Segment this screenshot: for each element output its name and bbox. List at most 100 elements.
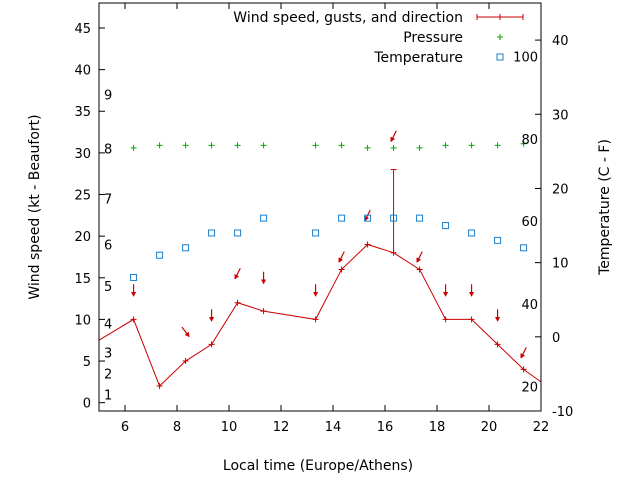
temperature-point [234, 229, 242, 237]
labels-layer: 6 8 10 12 14 16 18 20 22051015202530354045-10010… [74, 22, 573, 435]
x-tick-label: 18 [429, 420, 446, 435]
beaufort-label: 9 [104, 89, 112, 104]
y-tick-label-right: 0 [552, 331, 560, 346]
wind-speed-point [468, 316, 475, 323]
x-tick-label: 12 [273, 420, 290, 435]
y-axis-title-right: Temperature (C - F) [597, 139, 613, 276]
wind-direction-arrow-head [130, 292, 137, 297]
pressure-point [234, 142, 241, 149]
beaufort-label: 2 [104, 368, 112, 383]
pressure-point [182, 142, 189, 149]
pressure-point [494, 142, 501, 149]
x-tick-label: 10 [221, 420, 238, 435]
y-tick-label-right: -10 [552, 405, 573, 420]
wind-speed-point [442, 316, 449, 323]
wind-speed-point [260, 308, 267, 315]
legend-label: Pressure [403, 30, 463, 46]
wind-speed-point [338, 266, 345, 273]
wind-direction-arrow-head [260, 279, 267, 285]
fahrenheit-label: 20 [521, 381, 538, 396]
y-tick-label-left: 10 [74, 313, 91, 328]
fahrenheit-label: 80 [521, 133, 538, 148]
wind-speed-line [98, 243, 542, 387]
x-tick-label: 22 [533, 420, 550, 435]
pressure-point [442, 142, 449, 149]
wind-speed-point [416, 266, 423, 273]
wind-speed-point [208, 341, 215, 348]
y-tick-label-right: 30 [552, 108, 569, 123]
wind-direction-arrow-head [520, 353, 526, 359]
legend-swatch-temperature [496, 53, 504, 61]
y-tick-label-left: 15 [74, 272, 91, 287]
fahrenheit-label: 60 [521, 215, 538, 230]
wind-speed-point [312, 316, 319, 323]
wind-direction-arrow-head [442, 292, 449, 297]
temperature-point [364, 214, 372, 222]
beaufort-label: 3 [104, 347, 112, 362]
pressure-point [208, 142, 215, 149]
beaufort-label: 5 [104, 280, 112, 295]
temperature-point [520, 244, 528, 252]
pressure-point [520, 140, 527, 147]
wind-direction-arrow-head [494, 316, 501, 322]
pressure-point [312, 142, 319, 149]
pressure-point [338, 142, 345, 149]
series-layer [98, 130, 542, 390]
pressure-point [260, 142, 267, 149]
fahrenheit-label: 40 [521, 298, 538, 313]
pressure-point [416, 144, 423, 151]
pressure-point [390, 144, 397, 151]
wind-direction-arrow-head [234, 274, 240, 280]
y-tick-label-right: 20 [552, 182, 569, 197]
temperature-point [494, 236, 502, 244]
temperature-point [182, 244, 190, 252]
axes-ticks [99, 3, 542, 412]
temperature-point [416, 214, 424, 222]
plot-frame [98, 2, 542, 412]
beaufort-label: 4 [104, 318, 112, 333]
temperature-point [130, 273, 138, 281]
pressure-point [156, 142, 163, 149]
beaufort-label: 7 [104, 193, 112, 208]
legend-swatch-pressure [497, 34, 503, 40]
beaufort-label: 1 [104, 388, 112, 403]
beaufort-label: 6 [104, 238, 112, 253]
y-tick-label-right: 40 [552, 34, 569, 49]
y-tick-label-left: 5 [83, 355, 91, 370]
legend-label: Temperature [373, 50, 463, 66]
legend-swatch-wind-marker [497, 14, 503, 20]
wind-direction-arrow-head [208, 316, 215, 322]
pressure-point [468, 142, 475, 149]
fahrenheit-label: 100 [513, 50, 538, 65]
wind-speed-point [234, 299, 241, 306]
wind-direction-arrow-head [416, 257, 422, 263]
x-tick-label: 14 [325, 420, 342, 435]
wind-direction-arrow-head [312, 292, 319, 297]
wind-direction-arrow-head [184, 331, 190, 338]
y-tick-label-left: 40 [74, 64, 91, 79]
x-tick-label: 8 [173, 420, 181, 435]
pressure-point [364, 144, 371, 151]
temperature-point [338, 214, 346, 222]
beaufort-label: 8 [104, 143, 112, 158]
y-tick-label-right: 10 [552, 257, 569, 272]
y-tick-label-left: 45 [74, 22, 91, 37]
temperature-point [390, 214, 398, 222]
y-tick-label-left: 0 [83, 397, 91, 412]
temperature-point [260, 214, 268, 222]
x-axis-title: Local time (Europe/Athens) [223, 458, 413, 474]
y-axis-title-left: Wind speed (kt - Beaufort) [27, 114, 43, 299]
y-tick-label-left: 35 [74, 105, 91, 120]
y-tick-label-left: 20 [74, 230, 91, 245]
pressure-point [130, 144, 137, 151]
temperature-point [156, 251, 164, 259]
wind-direction-arrow-head [468, 292, 475, 297]
temperature-point [312, 229, 320, 237]
wind-speed-point [494, 341, 501, 348]
x-tick-label: 20 [481, 420, 498, 435]
x-tick-label: 6 [121, 420, 129, 435]
wind-speed-point [520, 366, 527, 373]
temperature-point [442, 222, 450, 230]
temperature-point [208, 229, 216, 237]
